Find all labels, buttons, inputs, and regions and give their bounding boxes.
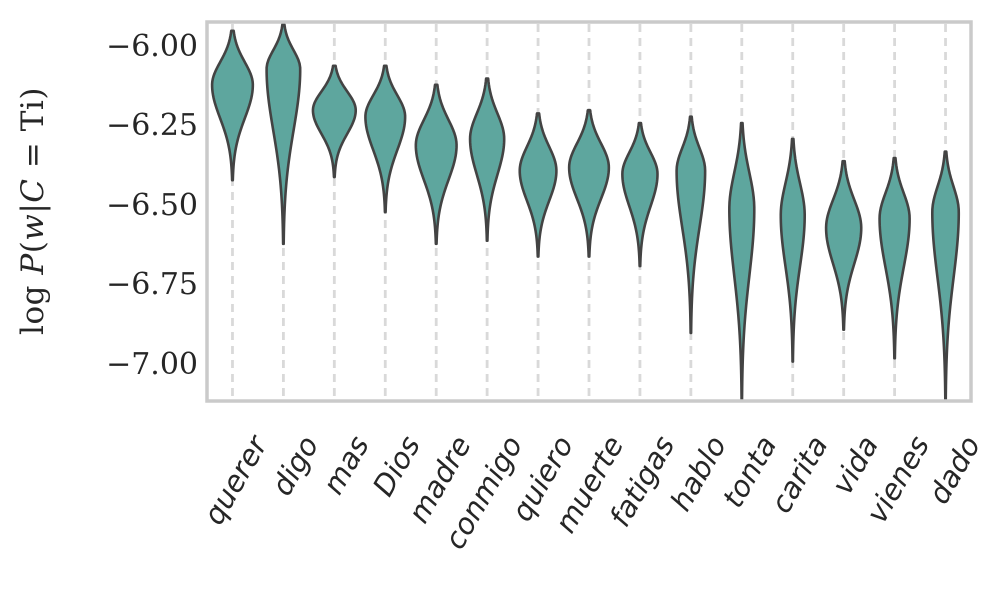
violin-carita (779, 137, 806, 363)
violin-querer (210, 29, 255, 182)
y-tick-label--6: −6.00 (106, 28, 198, 64)
y-axis-label-math-part: C (15, 178, 51, 203)
violin-mas (311, 64, 358, 179)
y-axis-label-math-part: w (15, 213, 51, 241)
violin-muerte (567, 109, 611, 258)
violin-fatigas (621, 121, 659, 268)
y-tick-label--6.5: −6.50 (106, 187, 198, 223)
violin-tonta (728, 121, 756, 401)
violin-hablo (675, 115, 707, 335)
y-axis-label-part: log (15, 274, 51, 335)
y-tick-label--7: −7.00 (106, 346, 198, 382)
y-axis-label-part: Ti (15, 99, 51, 132)
violin-vida (824, 159, 863, 332)
violin-dado (930, 150, 961, 401)
violin-madre (414, 83, 458, 246)
violin-conmigo (468, 77, 506, 242)
y-axis-label-part: ( (15, 240, 51, 254)
plot-frame (205, 20, 973, 403)
y-tick-label--6.25: −6.25 (106, 108, 198, 144)
violin-vienes (878, 156, 911, 360)
violin-digo (265, 23, 302, 246)
y-axis-label-part: ) (15, 87, 51, 100)
y-axis-label: log P(w|C = Ti) (15, 87, 51, 335)
y-tick-label--6.75: −6.75 (106, 267, 198, 303)
y-axis-label-part: = (15, 131, 51, 179)
violin-quiero (518, 112, 558, 258)
y-axis-label-part: | (15, 202, 51, 214)
y-axis-label-math-part: P (15, 253, 51, 275)
violin-Dios (364, 64, 407, 214)
